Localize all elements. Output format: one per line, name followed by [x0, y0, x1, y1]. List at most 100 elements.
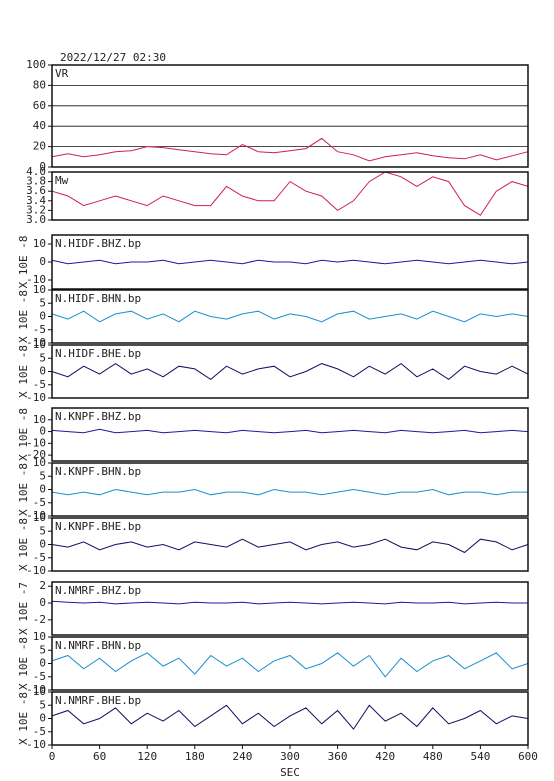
y-tick-label: 5 — [39, 698, 46, 711]
y-tick-label: 10 — [33, 685, 46, 698]
y-tick-label: 60 — [33, 99, 46, 112]
y-tick-label: -10 — [26, 738, 46, 751]
y-tick-label: 0 — [39, 160, 46, 173]
y-tick-label: 10 — [33, 283, 46, 296]
y-axis-label: X 10E -8 — [17, 518, 30, 571]
y-tick-label: -10 — [26, 273, 46, 286]
y-tick-label: -5 — [33, 323, 46, 336]
y-tick-label: -10 — [26, 336, 46, 349]
panel-frame — [51, 64, 529, 168]
x-tick-label: 120 — [137, 750, 157, 763]
panel-frame — [51, 462, 529, 517]
series-line — [51, 538, 529, 554]
series-line — [51, 310, 529, 323]
panel-frame — [51, 517, 529, 572]
x-axis-label: SEC — [280, 766, 300, 779]
y-tick-label: 5 — [39, 351, 46, 364]
series-line — [51, 259, 529, 265]
y-tick-label: 100 — [26, 58, 46, 71]
y-axis-label: X 10E -8 — [17, 236, 30, 289]
y-tick-label: 0 — [39, 310, 46, 323]
panel-label: VR — [55, 67, 69, 80]
y-tick-label: 10 — [33, 511, 46, 524]
y-tick-label: -10 — [26, 391, 46, 404]
panel-label: N.HIDF.BHE.bp — [55, 347, 141, 360]
y-axis-label: X 10E -8 — [17, 345, 30, 398]
y-tick-label: 5 — [39, 469, 46, 482]
panel-label: N.NMRF.BHE.bp — [55, 694, 141, 707]
y-tick-label: 80 — [33, 78, 46, 91]
y-axis-label: X 10E -8 — [17, 637, 30, 690]
series-line — [51, 137, 529, 162]
x-tick-label: 240 — [232, 750, 252, 763]
x-tick-label: 180 — [185, 750, 205, 763]
y-tick-label: 0 — [39, 596, 46, 609]
panel-label: N.NMRF.BHN.bp — [55, 639, 141, 652]
x-tick-label: 300 — [280, 750, 300, 763]
series-line — [51, 600, 528, 605]
y-tick-label: 5 — [39, 524, 46, 537]
y-tick-label: 5 — [39, 643, 46, 656]
panel-label: N.HIDF.BHZ.bp — [55, 237, 141, 250]
y-tick-label: -20 — [26, 448, 46, 461]
y-tick-label: 0 — [39, 255, 46, 268]
y-tick-label: -10 — [26, 564, 46, 577]
y-tick-label: -5 — [33, 496, 46, 509]
series-line — [51, 428, 529, 434]
y-axis-label: X 10E -8 — [17, 290, 30, 343]
panel-label: N.KNPF.BHN.bp — [55, 465, 141, 478]
x-tick-label: 420 — [375, 750, 395, 763]
y-tick-label: 0 — [39, 657, 46, 670]
y-tick-label: 5 — [39, 296, 46, 309]
y-tick-label: -10 — [26, 436, 46, 449]
x-tick-label: 600 — [518, 750, 538, 763]
panel-label: Mw — [55, 174, 69, 187]
panel-frame — [51, 407, 529, 462]
y-tick-label: 3.8 — [26, 175, 46, 188]
y-axis-label: X 10E -8 — [17, 408, 30, 461]
series-line — [51, 171, 529, 216]
y-tick-label: -5 — [33, 725, 46, 738]
series-line — [51, 488, 528, 496]
series-line — [51, 704, 529, 730]
y-tick-label: 0 — [39, 712, 46, 725]
y-tick-label: 2 — [39, 579, 46, 592]
y-tick-label: 3.4 — [26, 194, 46, 207]
y-tick-label: 20 — [33, 140, 46, 153]
panel-label: N.NMRF.BHZ.bp — [55, 584, 141, 597]
y-axis-label: X 10E -8 — [17, 463, 30, 516]
series-line — [51, 652, 529, 678]
y-axis-label: X 10E -7 — [17, 582, 30, 635]
y-tick-label: 3.6 — [26, 184, 46, 197]
y-tick-label: 10 — [33, 630, 46, 643]
y-tick-label: 40 — [33, 119, 46, 132]
y-tick-label: -10 — [26, 683, 46, 696]
panel-label: N.KNPF.BHE.bp — [55, 520, 141, 533]
y-tick-label: 10 — [33, 413, 46, 426]
x-tick-label: 360 — [328, 750, 348, 763]
y-tick-label: -5 — [33, 378, 46, 391]
y-tick-label: 0 — [39, 365, 46, 378]
x-tick-label: 540 — [470, 750, 490, 763]
series-line — [51, 362, 529, 381]
chart-title: 2022/12/27 02:30 — [60, 51, 166, 64]
panel-frame — [51, 234, 529, 290]
x-tick-label: 480 — [423, 750, 443, 763]
y-tick-label: -5 — [33, 551, 46, 564]
panel-frame — [51, 581, 529, 636]
y-tick-label: -2 — [33, 613, 46, 626]
y-tick-label: 0 — [39, 425, 46, 438]
panel-frame — [51, 171, 529, 221]
y-tick-label: -5 — [33, 670, 46, 683]
panel-frame — [51, 636, 529, 691]
y-tick-label: 10 — [33, 456, 46, 469]
y-tick-label: 0 — [39, 538, 46, 551]
y-tick-label: 3.0 — [26, 213, 46, 226]
y-tick-label: 10 — [33, 338, 46, 351]
x-tick-label: 60 — [93, 750, 106, 763]
panel-label: N.HIDF.BHN.bp — [55, 292, 141, 305]
x-tick-label: 0 — [49, 750, 56, 763]
y-tick-label: 3.2 — [26, 203, 46, 216]
